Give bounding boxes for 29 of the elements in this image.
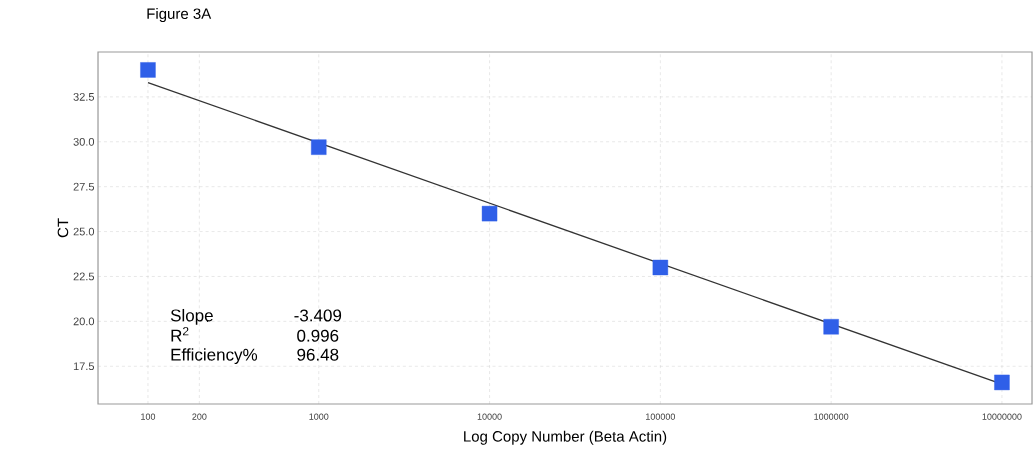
y-tick-label: 30.0: [73, 137, 95, 146]
point: [481, 205, 498, 222]
annotation: 96.48: [297, 348, 339, 361]
x-tick-label: 10000: [477, 413, 502, 420]
x-tick-label: 200: [192, 413, 207, 420]
point: [823, 319, 839, 335]
x-tick-label: 10000000: [982, 413, 1022, 420]
annotation: Efficiency%: [171, 348, 258, 365]
point: [994, 374, 1010, 391]
point: [140, 62, 156, 78]
chart-title: Figure 3A: [147, 7, 212, 22]
y-tick-label: 27.5: [73, 182, 95, 191]
annotation: R$^{2}$: [171, 326, 189, 342]
point: [652, 259, 669, 276]
annotation: -3.409: [294, 309, 342, 322]
y-tick-label: 20.0: [73, 317, 95, 326]
x-tick-label: 100000: [646, 413, 676, 420]
y-tick-label: 17.5: [73, 362, 95, 371]
y-tick-label: 25.0: [73, 227, 95, 236]
y-tick-label: 22.5: [73, 272, 95, 281]
annotation: Slope: [170, 308, 213, 325]
x-tick-label: 100: [141, 413, 156, 420]
y-tick-label: 32.5: [73, 92, 95, 101]
point: [311, 139, 327, 155]
y-axis-title: CT: [57, 218, 69, 238]
x-tick-label: 1000: [309, 413, 329, 420]
annotation: 0.996: [297, 329, 339, 342]
x-tick-label: 1000000: [814, 413, 849, 420]
x-axis-title: Log Copy Number (Beta Actin): [464, 430, 667, 445]
